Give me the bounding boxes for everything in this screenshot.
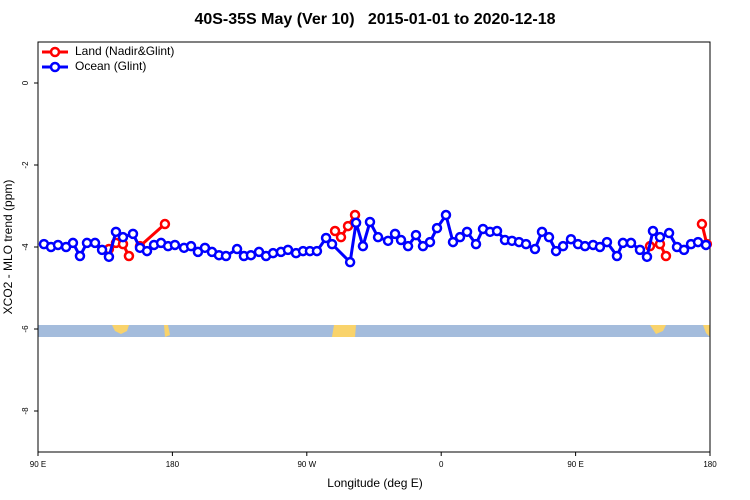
point	[81, 237, 93, 249]
x-tick-label: 90 E	[30, 460, 46, 469]
point	[660, 250, 672, 262]
point	[447, 236, 459, 248]
point	[282, 244, 294, 256]
point	[402, 240, 414, 252]
point	[326, 238, 338, 250]
point	[461, 226, 473, 238]
point	[96, 244, 108, 256]
point	[382, 235, 394, 247]
point	[329, 225, 341, 237]
legend-marker	[49, 46, 61, 58]
legend: Land (Nadir&Glint)Ocean (Glint)	[42, 44, 174, 73]
point	[565, 233, 577, 245]
legend-label: Ocean (Glint)	[75, 59, 146, 73]
x-tick-label: 90 E	[567, 460, 583, 469]
point	[654, 231, 666, 243]
chart-title: 40S-35S May (Ver 10) 2015-01-01 to 2020-…	[194, 11, 555, 28]
ocean-band	[38, 325, 710, 337]
point	[185, 240, 197, 252]
point	[344, 256, 356, 268]
y-tick-label: -6	[21, 325, 30, 333]
point	[117, 231, 129, 243]
x-tick-label: 0	[439, 460, 444, 469]
point	[320, 232, 332, 244]
legend-label: Land (Nadir&Glint)	[75, 44, 174, 58]
point	[220, 250, 232, 262]
point	[536, 226, 548, 238]
point	[357, 240, 369, 252]
land-blob	[703, 325, 710, 337]
y-tick-label: -4	[21, 243, 30, 251]
land-blob	[112, 325, 129, 334]
point	[424, 236, 436, 248]
land-blob	[164, 325, 170, 337]
point	[663, 227, 675, 239]
point	[647, 225, 659, 237]
point	[350, 217, 362, 229]
point	[454, 231, 466, 243]
point	[594, 241, 606, 253]
y-tick-label: 0	[21, 80, 30, 85]
point	[625, 237, 637, 249]
y-axis-label: XCO2 - MLO trend (ppm)	[1, 180, 15, 315]
point	[123, 250, 135, 262]
point	[335, 231, 347, 243]
point	[579, 240, 591, 252]
point	[641, 251, 653, 263]
point	[389, 228, 401, 240]
point	[410, 229, 422, 241]
y-tick-label: -2	[21, 161, 30, 169]
point	[74, 250, 86, 262]
point	[364, 216, 376, 228]
point	[89, 237, 101, 249]
point	[311, 245, 323, 257]
point	[103, 251, 115, 263]
land-blob	[332, 325, 356, 337]
x-tick-label: 180	[166, 460, 180, 469]
point	[169, 239, 181, 251]
point	[617, 237, 629, 249]
point	[440, 209, 452, 221]
point	[52, 239, 64, 251]
point	[601, 236, 613, 248]
legend-marker	[49, 61, 61, 73]
point	[529, 243, 541, 255]
point	[520, 238, 532, 250]
point	[543, 231, 555, 243]
point	[550, 245, 562, 257]
point	[557, 240, 569, 252]
point	[372, 231, 384, 243]
point	[634, 244, 646, 256]
point	[245, 249, 257, 261]
point	[141, 245, 153, 257]
land-ocean-strip	[38, 325, 710, 337]
point	[611, 250, 623, 262]
point	[431, 222, 443, 234]
point	[159, 218, 171, 230]
x-tick-label: 90 W	[297, 460, 316, 469]
point	[491, 225, 503, 237]
x-axis-label: Longitude (deg E)	[327, 476, 422, 490]
land-blob	[650, 325, 666, 334]
point	[395, 234, 407, 246]
point	[470, 238, 482, 250]
point	[127, 228, 139, 240]
x-tick-label: 180	[703, 460, 717, 469]
point	[267, 247, 279, 259]
point	[700, 239, 712, 251]
point	[231, 243, 243, 255]
point	[342, 220, 354, 232]
point	[110, 226, 122, 238]
point	[678, 244, 690, 256]
y-tick-label: -8	[21, 407, 30, 415]
point	[696, 218, 708, 230]
point	[67, 237, 79, 249]
